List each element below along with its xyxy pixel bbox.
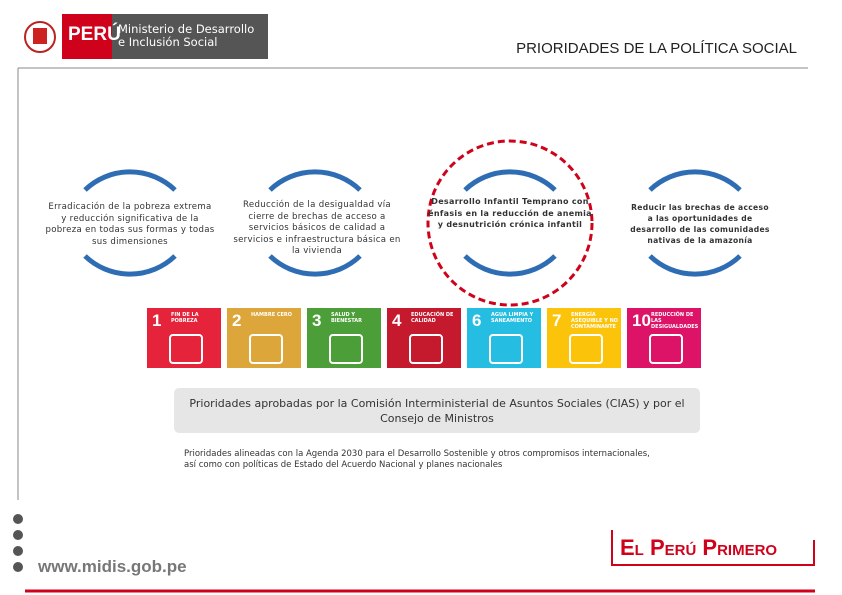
highlight-ring [426, 139, 594, 307]
sdg-label: AGUA LIMPIA Y SANEAMIENTO [491, 312, 534, 324]
sdg-icon [569, 334, 603, 364]
note: Prioridades alineadas con la Agenda 2030… [184, 449, 650, 470]
shield-core [33, 28, 47, 44]
sdg-number: 10 [632, 311, 651, 330]
title: PRIORIDADES DE LA POLÍTICA SOCIAL [516, 40, 797, 57]
social-icons [13, 514, 23, 572]
sdg-number: 6 [472, 311, 482, 330]
sdg-label: ENERGÍA ASEQUIBLE Y NO CONTAMINANTE [571, 312, 619, 330]
sdg-icon [329, 334, 363, 364]
sdg-number: 7 [552, 311, 562, 330]
approval-box [174, 388, 700, 433]
sdg-number: 1 [152, 311, 162, 330]
sdg-tile: 4 EDUCACIÓN DE CALIDAD [387, 308, 461, 368]
sdg-tile: 2 HAMBRE CERO [227, 308, 301, 368]
slogan: El Perú Primero [620, 535, 778, 560]
sdg-tile: 1 FIN DE LA POBREZA [147, 308, 221, 368]
sdg-label: HAMBRE CERO [251, 312, 293, 318]
logo-gray [112, 14, 268, 59]
sdg-label: SALUD Y BIENESTAR [331, 312, 363, 324]
ministry: Ministerio de Desarrollo e Inclusión Soc… [118, 23, 254, 49]
circles [83, 169, 742, 277]
sdg-icon [489, 334, 523, 364]
sdg-label: REDUCCIÓN DE LAS DESIGUALDADES [651, 312, 699, 330]
sdg-tile: 3 SALUD Y BIENESTAR [307, 308, 381, 368]
sdg-tile: 10 REDUCCIÓN DE LAS DESIGUALDADES [627, 308, 701, 368]
sdg-icon [169, 334, 203, 364]
sdg-icon [649, 334, 683, 364]
sdg-icon [409, 334, 443, 364]
ministry-line: Ministerio de Desarrollo [118, 22, 255, 36]
approval: Prioridades aprobadas por la Comisión In… [189, 397, 685, 425]
priority: Reducción de la desigualdad vía cierre d… [233, 200, 401, 256]
sdg-number: 2 [232, 311, 242, 330]
sdg-number: 3 [312, 311, 322, 330]
priority: Erradicación de la pobreza extrema y red… [45, 202, 215, 247]
sdg-icon [249, 334, 283, 364]
website: www.midis.gob.pe [38, 557, 187, 576]
ministry-line: e Inclusión Social [118, 35, 218, 49]
sdg-number: 4 [392, 311, 402, 330]
sdg-label: FIN DE LA POBREZA [171, 312, 199, 324]
priority: Reducir las brechas de acceso a las opor… [630, 203, 770, 245]
sdg-tile: 7 ENERGÍA ASEQUIBLE Y NO CONTAMINANTE [547, 308, 621, 368]
slogan-frame [611, 530, 815, 566]
sdg-tile: 6 AGUA LIMPIA Y SANEAMIENTO [467, 308, 541, 368]
sdg-label: EDUCACIÓN DE CALIDAD [411, 312, 454, 324]
priority: Desarrollo Infantil Temprano con énfasis… [428, 197, 592, 229]
country: PERÚ [68, 24, 121, 45]
